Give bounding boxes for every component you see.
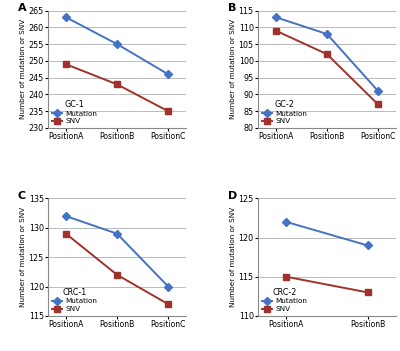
Text: C: C: [18, 191, 26, 201]
Text: B: B: [228, 4, 236, 13]
SNV: [376, 102, 380, 107]
Text: D: D: [228, 191, 237, 201]
Line: SNV: SNV: [283, 274, 371, 296]
SNV: [64, 62, 68, 66]
Y-axis label: Number of mutation or SNV: Number of mutation or SNV: [20, 207, 26, 307]
Legend: Mutation, SNV: Mutation, SNV: [50, 286, 99, 314]
Line: Mutation: Mutation: [273, 14, 381, 94]
SNV: [166, 302, 170, 306]
Line: Mutation: Mutation: [283, 219, 371, 249]
Mutation: [166, 284, 170, 289]
Mutation: [376, 89, 380, 93]
SNV: [284, 274, 289, 279]
Line: SNV: SNV: [63, 231, 171, 307]
Mutation: [64, 15, 68, 19]
Mutation: [324, 32, 329, 36]
Text: A: A: [18, 4, 26, 13]
SNV: [365, 290, 370, 294]
Mutation: [166, 72, 170, 77]
SNV: [64, 232, 68, 236]
Legend: Mutation, SNV: Mutation, SNV: [260, 98, 308, 126]
Y-axis label: Number of mutation or SNV: Number of mutation or SNV: [230, 19, 236, 119]
Mutation: [284, 220, 289, 224]
SNV: [166, 109, 170, 113]
Line: SNV: SNV: [63, 61, 171, 114]
Line: SNV: SNV: [273, 27, 381, 108]
Mutation: [115, 232, 120, 236]
SNV: [115, 273, 120, 277]
Legend: Mutation, SNV: Mutation, SNV: [50, 98, 99, 126]
Y-axis label: Number of mutation or SNV: Number of mutation or SNV: [230, 207, 236, 307]
SNV: [274, 28, 278, 33]
Mutation: [115, 42, 120, 46]
Mutation: [274, 15, 278, 19]
Y-axis label: Number of mutation or SNV: Number of mutation or SNV: [20, 19, 26, 119]
SNV: [324, 52, 329, 56]
Line: Mutation: Mutation: [63, 213, 171, 290]
Legend: Mutation, SNV: Mutation, SNV: [260, 286, 308, 314]
SNV: [115, 82, 120, 86]
Mutation: [64, 214, 68, 218]
Mutation: [365, 243, 370, 247]
Line: Mutation: Mutation: [63, 14, 171, 78]
